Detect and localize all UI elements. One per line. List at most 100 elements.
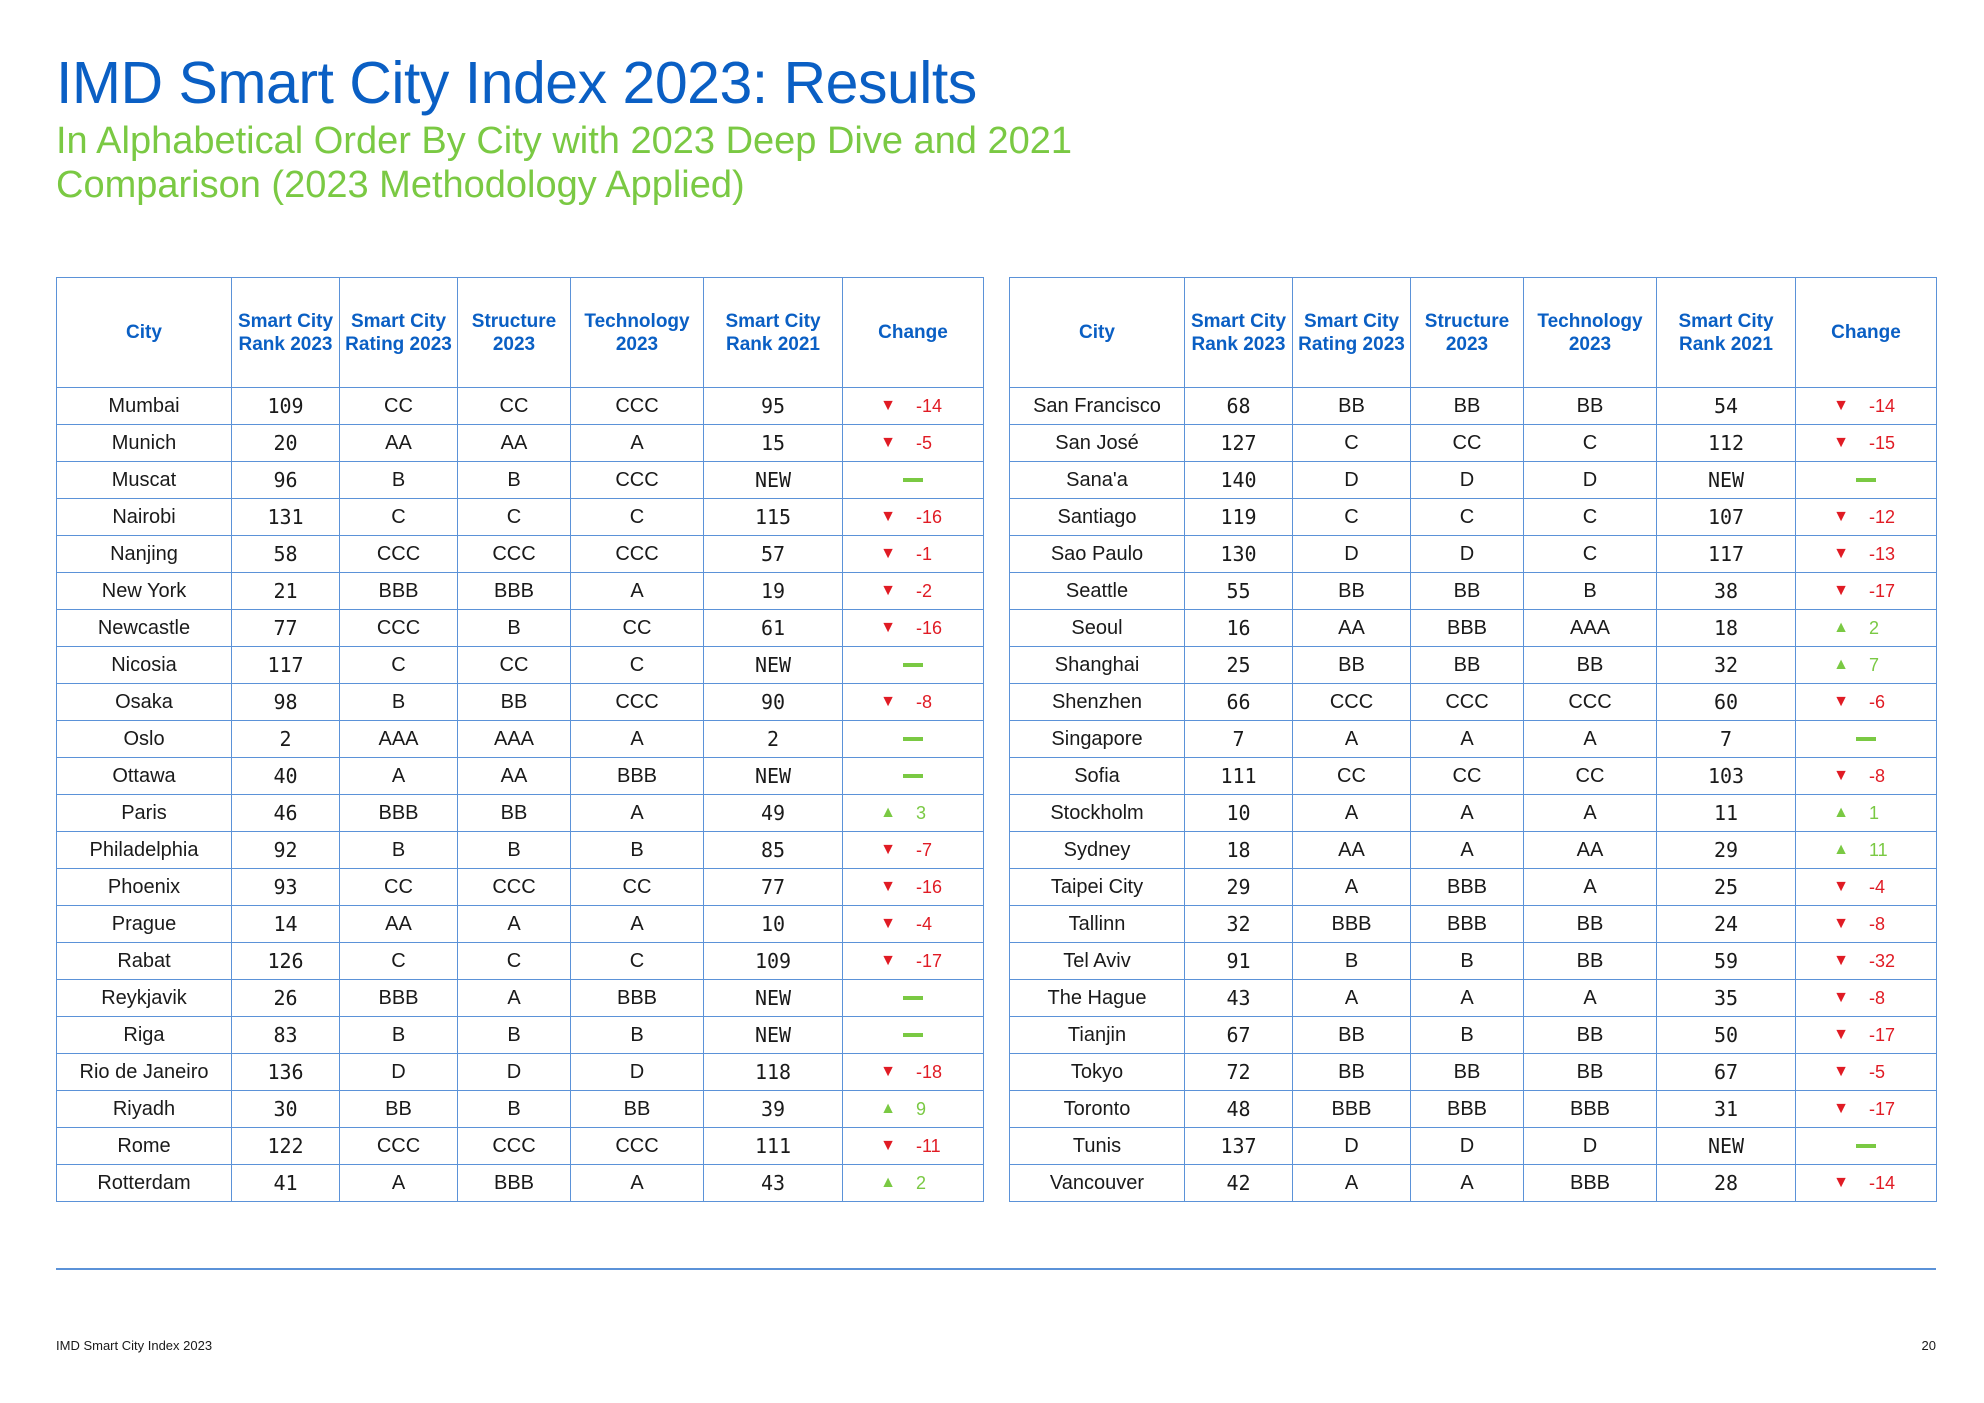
table-header-row: City Smart City Rank 2023 Smart City Rat… [1009,277,1937,388]
cell-rating-2023: A [339,757,458,795]
cell-rating-2023: AAA [339,720,458,758]
cell-structure-2023: BB [457,683,571,721]
cell-change: ▼ -17 [1795,572,1937,610]
no-change-dash-icon [903,996,923,1001]
cell-technology-2023: D [570,1053,704,1091]
table-row: Toronto 48 BBB BBB BBB 31 ▼ -17 [1009,1090,1937,1128]
change-value: -17 [1869,1024,1896,1045]
change-value: -17 [1869,1098,1896,1119]
table-row: Tunis 137 D D D NEW [1009,1127,1937,1165]
cell-rating-2023: A [339,1164,458,1202]
cell-technology-2023: BBB [570,979,704,1017]
cell-rank-2021: 77 [703,868,843,906]
no-change-dash-icon [1856,1144,1876,1149]
triangle-down-icon: ▼ [880,582,896,600]
cell-structure-2023: B [457,1090,571,1128]
cell-city: Nicosia [56,646,232,684]
triangle-down-icon: ▼ [880,619,896,637]
cell-rank-2021: 60 [1656,683,1796,721]
cell-structure-2023: C [1410,498,1524,536]
cell-structure-2023: CCC [457,535,571,573]
cell-city: Sydney [1009,831,1185,869]
cell-change: ▼ -8 [1795,979,1937,1017]
page-subtitle: In Alphabetical Order By City with 2023 … [56,120,1073,206]
change-value: 9 [916,1098,927,1119]
col-header-city: City [1009,277,1185,388]
cell-technology-2023: BB [1523,1053,1657,1091]
change-value: -12 [1869,506,1896,527]
cell-structure-2023: B [457,461,571,499]
cell-rank-2021: NEW [703,646,843,684]
cell-technology-2023: C [1523,424,1657,462]
no-change-dash-icon [903,774,923,779]
cell-rating-2023: D [1292,1127,1411,1165]
cell-technology-2023: A [570,1164,704,1202]
cell-technology-2023: A [570,572,704,610]
col-header-technology-2023: Technology 2023 [570,277,704,388]
table-row: Rabat 126 C C C 109 ▼ -17 [56,942,984,980]
cell-city: Mumbai [56,387,232,425]
cell-change: ▼ -8 [1795,905,1937,943]
cell-city: Rio de Janeiro [56,1053,232,1091]
cell-structure-2023: CC [1410,424,1524,462]
table-row: Shanghai 25 BB BB BB 32 ▲ 7 [1009,646,1937,684]
cell-technology-2023: CCC [570,1127,704,1165]
triangle-down-icon: ▼ [1833,582,1849,600]
table-row: Tel Aviv 91 B B BB 59 ▼ -32 [1009,942,1937,980]
cell-change [1795,720,1937,758]
cell-change: ▼ -5 [842,424,984,462]
cell-technology-2023: A [1523,720,1657,758]
change-value: -1 [916,543,933,564]
cell-rank-2023: 122 [231,1127,340,1165]
triangle-down-icon: ▼ [1833,508,1849,526]
cell-technology-2023: C [570,646,704,684]
cell-technology-2023: CCC [570,683,704,721]
cell-technology-2023: C [1523,498,1657,536]
cell-city: Tianjin [1009,1016,1185,1054]
table-row: Reykjavik 26 BBB A BBB NEW [56,979,984,1017]
cell-city: Paris [56,794,232,832]
table-row: Tianjin 67 BB B BB 50 ▼ -17 [1009,1016,1937,1054]
cell-rank-2023: 137 [1184,1127,1293,1165]
cell-rating-2023: BB [1292,1053,1411,1091]
cell-structure-2023: D [457,1053,571,1091]
triangle-up-icon: ▲ [1833,804,1849,822]
table-row: Nicosia 117 C CC C NEW [56,646,984,684]
cell-rank-2023: 58 [231,535,340,573]
cell-technology-2023: CCC [570,535,704,573]
table-row: Singapore 7 A A A 7 [1009,720,1937,758]
triangle-down-icon: ▼ [1833,915,1849,933]
cell-rank-2023: 127 [1184,424,1293,462]
cell-rank-2021: NEW [1656,1127,1796,1165]
cell-structure-2023: CCC [457,1127,571,1165]
cell-rating-2023: B [339,461,458,499]
cell-rank-2021: 43 [703,1164,843,1202]
cell-technology-2023: D [1523,461,1657,499]
cell-rating-2023: C [1292,498,1411,536]
triangle-down-icon: ▼ [1833,693,1849,711]
cell-technology-2023: C [570,942,704,980]
cell-rank-2023: 42 [1184,1164,1293,1202]
page-number: 20 [1921,1338,1936,1353]
change-value: -14 [1869,1172,1896,1193]
cell-change: ▼ -14 [1795,387,1937,425]
cell-technology-2023: BB [1523,646,1657,684]
change-value: -7 [916,839,933,860]
cell-rating-2023: BBB [339,572,458,610]
triangle-up-icon: ▲ [1833,656,1849,674]
cell-change: ▲ 7 [1795,646,1937,684]
change-value: -15 [1869,432,1896,453]
cell-rank-2021: NEW [703,979,843,1017]
triangle-up-icon: ▲ [880,1100,896,1118]
cell-rating-2023: BB [339,1090,458,1128]
change-value: 2 [916,1172,927,1193]
cell-rank-2021: 11 [1656,794,1796,832]
cell-technology-2023: BBB [1523,1164,1657,1202]
cell-technology-2023: BB [1523,905,1657,943]
change-value: -16 [916,617,943,638]
cell-rating-2023: CC [339,387,458,425]
cell-technology-2023: CC [570,609,704,647]
cell-structure-2023: A [457,905,571,943]
cell-rank-2023: 77 [231,609,340,647]
table-row: Seoul 16 AA BBB AAA 18 ▲ 2 [1009,609,1937,647]
